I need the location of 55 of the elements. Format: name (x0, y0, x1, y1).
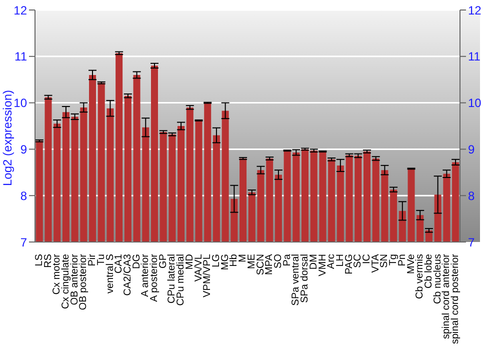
y2-tick-label: 10 (468, 96, 482, 110)
x-tick-label: Cx cingulate (60, 254, 72, 310)
x-tick-label: GP (158, 254, 169, 268)
x-tick-label: DM (308, 254, 320, 270)
y2-tick-label: 8 (468, 188, 475, 203)
x-tick-label: SO (272, 254, 284, 268)
x-tick-label: CPu medial (176, 254, 187, 306)
x-tick-label: DG (131, 254, 142, 269)
x-tick-label: ventral S (104, 254, 116, 294)
y-tick-label: 11 (14, 50, 28, 64)
y-axis-title: Log2 (expression) (0, 90, 14, 186)
x-tick-label: Arc (326, 254, 338, 269)
y-tick-label: 9 (20, 142, 28, 156)
y2-tick-label: 12 (468, 3, 482, 18)
x-tick-label: OB anterior (69, 253, 80, 306)
x-tick-label: MPA (264, 254, 276, 275)
x-tick-label: IC (362, 254, 373, 264)
y-tick-label: 8 (20, 188, 28, 203)
x-tick-label: SPa dorsal (300, 254, 311, 303)
x-tick-label: VTA (370, 254, 382, 273)
y-tick-label: 10 (14, 96, 28, 110)
x-tick-label: Tu (96, 254, 107, 266)
x-tick-label: SC (352, 254, 364, 268)
x-tick-label: CA2/CA3 (122, 254, 134, 296)
y2-tick-label: 9 (468, 142, 475, 156)
y-tick-label: 7 (20, 235, 28, 250)
x-tick-label: Cb lobe (424, 254, 435, 288)
x-tick-label: Pir (87, 253, 98, 266)
x-tick-label: Hb (228, 254, 240, 267)
x-tick-label: CA1 (114, 254, 125, 274)
x-tick-label: VMH (317, 254, 328, 276)
x-tick-label: spinal cord posterior (450, 253, 462, 344)
x-tick-label: SN (379, 254, 390, 268)
y2-tick-label: 7 (468, 235, 475, 250)
x-tick-label: SCN (255, 254, 266, 276)
x-tick-label: ME (246, 254, 258, 269)
x-tick-label: Tg (388, 254, 400, 266)
y-tick-label: 12 (14, 3, 28, 18)
y2-tick-label: 11 (468, 50, 481, 64)
x-tick-label: A posterior (149, 253, 160, 302)
x-tick-label: LG (211, 254, 222, 268)
x-tick-label: M (238, 254, 249, 262)
x-tick-label: OB posterior (78, 253, 90, 310)
x-tick-label: MD (184, 254, 196, 270)
x-tick-label: Cb nucleus (432, 254, 444, 304)
x-tick-label: PAG (344, 254, 355, 274)
x-tick-label: LH (334, 254, 346, 267)
x-tick-label: RS (42, 254, 54, 268)
x-tick-label: spinal cord anterior (441, 253, 452, 340)
x-tick-label: Pa (282, 254, 293, 266)
x-tick-label: MVe (406, 254, 417, 274)
x-tick-label: Pn (396, 254, 408, 266)
x-tick-label: A anterior (140, 253, 152, 297)
x-tick-label: LS (34, 254, 45, 266)
x-tick-label: VPM/VPL (202, 254, 214, 298)
